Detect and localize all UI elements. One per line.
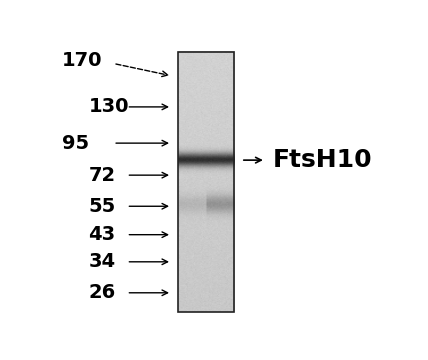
Text: 95: 95 [62,134,89,153]
Text: 43: 43 [88,225,116,244]
Text: 130: 130 [88,98,129,116]
Text: 55: 55 [88,197,116,216]
Text: 72: 72 [88,166,116,185]
Text: 170: 170 [62,51,102,70]
Text: 26: 26 [88,283,116,302]
Bar [178,51,234,312]
Text: 34: 34 [88,252,116,271]
Text: FtsH10: FtsH10 [273,148,372,172]
